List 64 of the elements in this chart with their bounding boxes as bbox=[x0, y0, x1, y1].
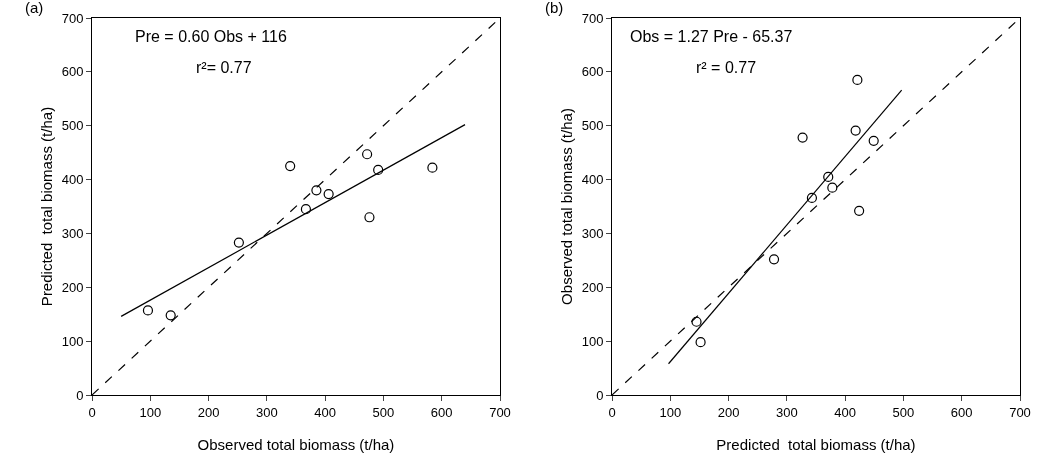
x-tick-label: 600 bbox=[950, 404, 973, 420]
y-tick-label: 300 bbox=[61, 225, 84, 241]
point bbox=[806, 192, 818, 203]
point bbox=[142, 305, 154, 316]
text: (a) bbox=[25, 0, 44, 16]
y-tick-label: 600 bbox=[581, 64, 604, 80]
point bbox=[850, 125, 861, 136]
point bbox=[300, 204, 312, 215]
y-axis-title: Predicted total biomass (t/ha) bbox=[38, 106, 55, 307]
point bbox=[695, 337, 706, 348]
y-tick-label: 200 bbox=[61, 279, 84, 295]
x-tick-label: 0 bbox=[88, 404, 96, 420]
point bbox=[165, 310, 176, 321]
point bbox=[823, 171, 834, 182]
point bbox=[364, 212, 375, 223]
x-tick-label: 0 bbox=[608, 404, 616, 420]
y-tick-label: 400 bbox=[61, 172, 84, 188]
y-tick-label: 700 bbox=[61, 10, 84, 26]
x-tick-label: 600 bbox=[430, 404, 453, 420]
point bbox=[827, 182, 838, 193]
y-tick-label: 300 bbox=[581, 225, 604, 241]
point bbox=[373, 164, 384, 175]
x-tick-label: 300 bbox=[776, 404, 798, 420]
point bbox=[233, 237, 244, 248]
point bbox=[311, 185, 322, 196]
y-tick-label: 0 bbox=[596, 387, 604, 403]
point bbox=[854, 205, 865, 216]
x-tick-label: 400 bbox=[834, 404, 856, 420]
x-tick-label: 200 bbox=[717, 404, 740, 420]
annotation: r² = 0.77 bbox=[696, 59, 757, 76]
x-tick-label: 200 bbox=[197, 404, 220, 420]
point bbox=[852, 74, 863, 86]
point bbox=[797, 132, 808, 143]
text: (b) bbox=[545, 0, 564, 16]
x-tick-label: 100 bbox=[139, 404, 162, 420]
y-tick-label: 500 bbox=[581, 118, 604, 134]
y-tick-label: 200 bbox=[581, 279, 604, 295]
point bbox=[362, 149, 373, 160]
point bbox=[868, 135, 879, 146]
annotation: Pre = 0.60 Obs + 116 bbox=[135, 28, 287, 45]
x-tick-label: 300 bbox=[256, 404, 278, 420]
annotation: r²= 0.77 bbox=[196, 59, 252, 76]
y-tick-label: 100 bbox=[581, 333, 604, 349]
point bbox=[691, 316, 702, 327]
y-tick-label: 100 bbox=[61, 333, 84, 349]
x-axis-title: Predicted total biomass (t/ha) bbox=[716, 436, 916, 453]
point bbox=[285, 161, 296, 172]
x-tick-label: 100 bbox=[659, 404, 682, 420]
y-tick-label: 400 bbox=[581, 172, 604, 188]
y-tick-label: 500 bbox=[61, 118, 84, 134]
y-tick-label: 700 bbox=[581, 10, 604, 26]
x-tick-label: 700 bbox=[1009, 404, 1031, 420]
point bbox=[323, 189, 334, 200]
x-tick-label: 400 bbox=[314, 404, 336, 420]
x-tick-label: 500 bbox=[892, 404, 915, 420]
x-axis-title: Observed total biomass (t/ha) bbox=[197, 436, 395, 453]
x-tick-label: 700 bbox=[489, 404, 511, 420]
y-axis-title: Observed total biomass (t/ha) bbox=[558, 108, 575, 305]
point bbox=[427, 162, 438, 173]
annotation: Obs = 1.27 Pre - 65.37 bbox=[630, 28, 793, 45]
point bbox=[768, 254, 780, 265]
y-tick-label: 0 bbox=[76, 387, 84, 403]
x-tick-label: 500 bbox=[372, 404, 395, 420]
y-tick-label: 600 bbox=[61, 64, 84, 80]
